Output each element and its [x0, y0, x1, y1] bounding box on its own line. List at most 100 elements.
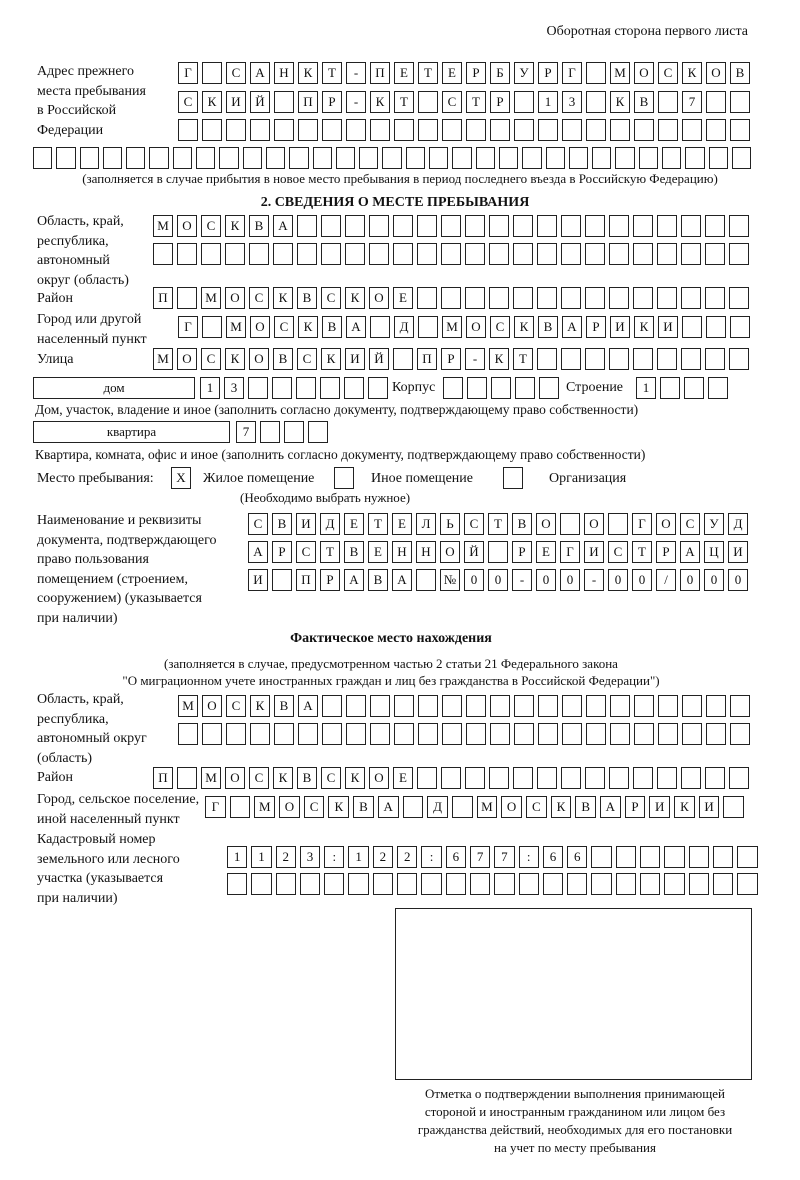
letter-cell[interactable]	[538, 695, 558, 717]
letter-cell[interactable]	[382, 147, 402, 169]
letter-cell[interactable]	[633, 348, 653, 370]
option-checkbox-inoe[interactable]	[334, 467, 354, 489]
option-checkbox-zhiloe[interactable]: X	[171, 467, 191, 489]
letter-cell[interactable]: С	[274, 316, 294, 338]
letter-cell[interactable]: Р	[512, 541, 532, 563]
letter-cell[interactable]	[657, 287, 677, 309]
letter-cell[interactable]: Д	[728, 513, 748, 535]
letter-cell[interactable]	[322, 695, 342, 717]
letter-cell[interactable]: О	[706, 62, 726, 84]
letter-cell[interactable]: Е	[344, 513, 364, 535]
letter-cell[interactable]: 0	[680, 569, 700, 591]
letter-cell[interactable]	[178, 723, 198, 745]
letter-cell[interactable]	[586, 91, 606, 113]
letter-cell[interactable]	[202, 723, 222, 745]
letter-cell[interactable]: -	[346, 91, 366, 113]
letter-cell[interactable]	[537, 287, 557, 309]
letter-cell[interactable]	[441, 243, 461, 265]
letter-cell[interactable]	[658, 695, 678, 717]
letter-cell[interactable]	[515, 377, 535, 399]
letter-cell[interactable]: Т	[368, 513, 388, 535]
letter-cell[interactable]	[490, 695, 510, 717]
letter-cell[interactable]: Г	[205, 796, 226, 818]
letter-cell[interactable]	[634, 723, 654, 745]
letter-cell[interactable]	[633, 215, 653, 237]
letter-cell[interactable]: П	[298, 91, 318, 113]
letter-cell[interactable]: У	[514, 62, 534, 84]
letter-cell[interactable]: И	[658, 316, 678, 338]
letter-cell[interactable]: В	[297, 287, 317, 309]
letter-cell[interactable]: И	[296, 513, 316, 535]
letter-cell[interactable]	[681, 348, 701, 370]
prev-address-row-3[interactable]	[178, 119, 754, 141]
letter-cell[interactable]: С	[442, 91, 462, 113]
letter-cell[interactable]: 1	[538, 91, 558, 113]
letter-cell[interactable]	[730, 316, 750, 338]
doc-row-3[interactable]: И П Р А В А № 0 0-0 0-0 0/0 0 0	[248, 569, 752, 591]
letter-cell[interactable]	[265, 147, 286, 169]
letter-cell[interactable]: Г	[632, 513, 652, 535]
letter-cell[interactable]	[705, 215, 725, 237]
letter-cell[interactable]	[537, 767, 557, 789]
letter-cell[interactable]	[729, 243, 749, 265]
letter-cell[interactable]	[706, 695, 726, 717]
letter-cell[interactable]: О	[279, 796, 300, 818]
letter-cell[interactable]: 0	[464, 569, 484, 591]
letter-cell[interactable]	[417, 243, 437, 265]
letter-cell[interactable]: 6	[567, 846, 588, 868]
letter-cell[interactable]	[705, 767, 725, 789]
letter-cell[interactable]: О	[225, 287, 245, 309]
letter-cell[interactable]	[275, 873, 296, 895]
letter-cell[interactable]: О	[501, 796, 522, 818]
letter-cell[interactable]: О	[656, 513, 676, 535]
letter-cell[interactable]: 0	[728, 569, 748, 591]
dom-type-field[interactable]: дом	[33, 377, 195, 399]
letter-cell[interactable]	[730, 723, 750, 745]
letter-cell[interactable]	[397, 873, 418, 895]
letter-cell[interactable]	[562, 723, 582, 745]
letter-cell[interactable]	[657, 767, 677, 789]
letter-cell[interactable]	[514, 695, 534, 717]
letter-cell[interactable]	[443, 377, 463, 399]
letter-cell[interactable]	[321, 215, 341, 237]
letter-cell[interactable]	[633, 287, 653, 309]
letter-cell[interactable]: А	[562, 316, 582, 338]
letter-cell[interactable]	[545, 147, 565, 169]
letter-cell[interactable]	[469, 873, 491, 895]
letter-cell[interactable]: В	[634, 91, 654, 113]
letter-cell[interactable]	[729, 215, 749, 237]
letter-cell[interactable]: 0	[560, 569, 580, 591]
letter-cell[interactable]	[730, 119, 750, 141]
letter-cell[interactable]	[609, 243, 629, 265]
letter-cell[interactable]	[657, 243, 677, 265]
letter-cell[interactable]	[312, 147, 332, 169]
letter-cell[interactable]	[370, 695, 390, 717]
letter-cell[interactable]: О	[466, 316, 486, 338]
letter-cell[interactable]: В	[274, 695, 294, 717]
letter-cell[interactable]	[729, 287, 749, 309]
letter-cell[interactable]: К	[682, 62, 702, 84]
letter-cell[interactable]	[592, 147, 612, 169]
letter-cell[interactable]	[586, 62, 606, 84]
letter-cell[interactable]: Й	[464, 541, 484, 563]
letter-cell[interactable]: Д	[320, 513, 340, 535]
letter-cell[interactable]	[489, 243, 509, 265]
letter-cell[interactable]: С	[490, 316, 510, 338]
letter-cell[interactable]: 7	[236, 421, 256, 443]
letter-cell[interactable]	[737, 873, 758, 895]
letter-cell[interactable]: К	[345, 767, 365, 789]
letter-cell[interactable]	[442, 723, 462, 745]
letter-cell[interactable]: В	[730, 62, 750, 84]
letter-cell[interactable]	[568, 147, 589, 169]
letter-cell[interactable]: С	[249, 287, 269, 309]
letter-cell[interactable]: А	[273, 215, 293, 237]
letter-cell[interactable]	[344, 377, 364, 399]
letter-cell[interactable]	[561, 287, 581, 309]
letter-cell[interactable]	[322, 119, 342, 141]
letter-cell[interactable]	[537, 215, 557, 237]
